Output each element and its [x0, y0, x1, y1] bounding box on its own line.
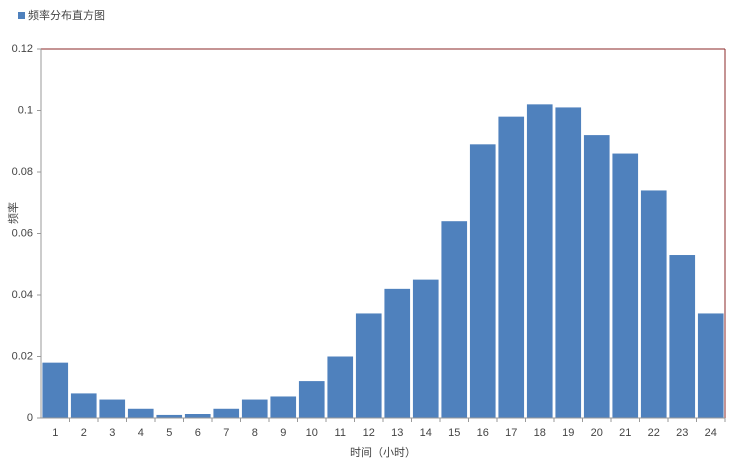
y-tick-label: 0 — [27, 412, 33, 424]
x-tick-label: 12 — [363, 427, 375, 439]
bar — [156, 414, 183, 418]
legend-label: 频率分布直方图 — [28, 8, 105, 22]
bar — [669, 255, 696, 418]
bar — [327, 356, 354, 418]
x-tick-label: 23 — [676, 427, 688, 439]
x-tick-label: 1 — [52, 427, 58, 439]
x-tick-label: 21 — [619, 427, 631, 439]
bar — [441, 221, 468, 418]
bar — [697, 313, 724, 418]
x-tick-label: 17 — [505, 427, 517, 439]
x-tick-label: 5 — [166, 427, 172, 439]
bar — [583, 135, 610, 418]
y-tick-label: 0.06 — [12, 227, 33, 239]
x-tick-label: 19 — [562, 427, 574, 439]
bar — [469, 144, 496, 418]
x-tick-label: 22 — [648, 427, 660, 439]
bar — [184, 414, 211, 418]
bar — [612, 153, 639, 419]
x-tick-label: 7 — [223, 427, 229, 439]
y-axis-label: 频率 — [6, 202, 20, 224]
bar — [70, 393, 97, 418]
x-tick-label: 16 — [477, 427, 489, 439]
bar — [298, 381, 325, 418]
bar — [213, 408, 240, 418]
bar — [412, 279, 439, 418]
x-tick-label: 13 — [391, 427, 403, 439]
bar — [241, 399, 268, 418]
bar — [270, 396, 297, 418]
x-tick-label: 24 — [705, 427, 717, 439]
x-tick-label: 14 — [420, 427, 432, 439]
bar — [384, 288, 411, 418]
legend-swatch — [18, 12, 25, 19]
x-tick-label: 6 — [195, 427, 201, 439]
x-tick-label: 3 — [109, 427, 115, 439]
x-tick-label: 15 — [448, 427, 460, 439]
bar — [640, 190, 667, 418]
bar — [498, 116, 525, 419]
y-tick-label: 0.04 — [12, 289, 33, 301]
bar — [99, 399, 126, 418]
y-tick-label: 0.02 — [12, 350, 33, 362]
x-tick-label: 11 — [335, 427, 346, 439]
x-tick-label: 4 — [138, 427, 144, 439]
x-tick-label: 9 — [280, 427, 286, 439]
y-tick-label: 0.1 — [18, 104, 33, 116]
bar — [555, 107, 582, 419]
x-tick-label: 18 — [534, 427, 546, 439]
y-tick-label: 0.12 — [12, 43, 33, 55]
x-tick-label: 2 — [81, 427, 87, 439]
bar — [355, 313, 382, 418]
x-tick-label: 10 — [306, 427, 318, 439]
x-tick-label: 20 — [591, 427, 603, 439]
y-tick-label: 0.08 — [12, 166, 33, 178]
bar — [42, 362, 69, 418]
bar — [127, 408, 154, 418]
x-axis-label: 时间（小时） — [350, 446, 416, 459]
x-tick-label: 8 — [252, 427, 258, 439]
bar — [526, 104, 553, 418]
